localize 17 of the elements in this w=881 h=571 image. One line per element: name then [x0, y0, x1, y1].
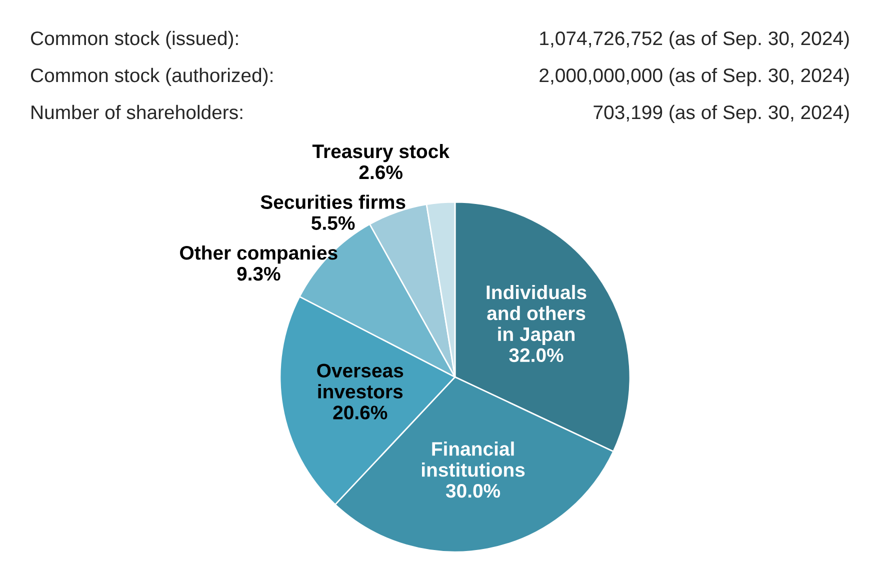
data-label: 9.3%: [237, 266, 280, 281]
slice-label: Overseas investors: [317, 364, 404, 398]
text: 2,000,000,000 (as of Sep. 30, 2024): [540, 68, 849, 86]
text: 1,074,726,752 (as of Sep. 30, 2024): [540, 30, 849, 50]
data-label: 30.0%: [446, 484, 500, 498]
data-label: 20.6%: [333, 406, 388, 420]
slice-label: Individuals and others in Japan: [486, 284, 586, 345]
data-label: 2.6%: [359, 165, 402, 180]
data-label: 32.0%: [509, 348, 564, 362]
text: Common stock (issued):: [30, 30, 238, 50]
text: Common stock (authorized):: [30, 68, 272, 86]
data-label: 5.5%: [312, 216, 355, 230]
slice-label: Financial institutions: [422, 442, 525, 477]
slice-label: Securities firms: [260, 194, 406, 209]
text: 703,199 (as of Sep. 30, 2024): [594, 104, 849, 124]
slice-label: Treasury stock: [312, 144, 450, 162]
text: Number of shareholders:: [32, 104, 242, 120]
